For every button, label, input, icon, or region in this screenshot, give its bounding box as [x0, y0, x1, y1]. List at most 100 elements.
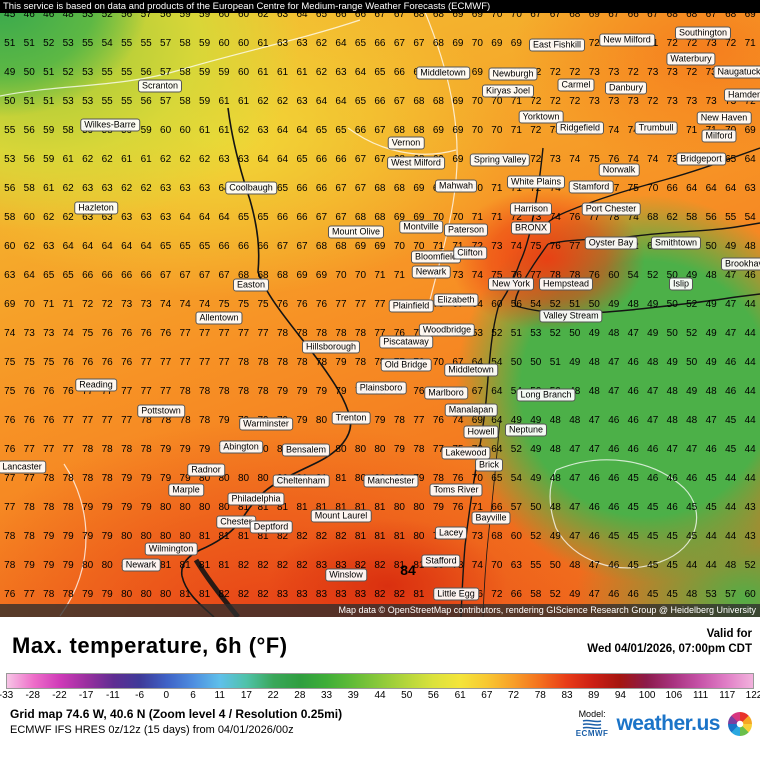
temp-value: 72: [588, 38, 600, 49]
temp-value: 44: [725, 531, 737, 542]
temp-value: 47: [588, 415, 600, 426]
temp-value: 47: [725, 328, 737, 339]
city-label: Carmel: [557, 78, 595, 92]
temp-value: 77: [4, 502, 16, 513]
temp-value: 67: [354, 154, 367, 165]
temp-row: 45 46 46 48 53 52 56 57 56 59 59 60 60 62 63 64 65 66 66 67…: [0, 9, 760, 20]
temp-value: 74: [608, 125, 620, 136]
temp-value: 72: [549, 96, 561, 107]
temp-value: 80: [140, 589, 152, 600]
temp-value: 48: [608, 328, 620, 339]
temp-value: 73: [608, 96, 620, 107]
map[interactable]: 45 46 46 48 53 52 56 57 56 59 59 60 60 62 63 64 65 66 66 67…: [0, 0, 760, 617]
temp-value: 78: [101, 473, 113, 484]
temp-value: 77: [43, 444, 55, 455]
temp-value: 49: [530, 473, 542, 484]
temp-value: 57: [725, 589, 737, 600]
temp-value: 68: [354, 212, 367, 223]
temp-value: 77: [23, 473, 35, 484]
temp-value: 53: [82, 96, 94, 107]
valid-for-label: Valid for: [706, 628, 752, 640]
temp-value: 81: [160, 560, 172, 571]
temp-value: 62: [140, 183, 152, 194]
temp-value: 71: [393, 270, 405, 281]
temp-value: 73: [705, 38, 717, 49]
temp-value: 76: [4, 415, 16, 426]
temp-value: 61: [43, 183, 55, 194]
temp-value: 64: [315, 96, 328, 107]
legend-panel: Max. temperature, 6h (°F) Valid for Wed …: [0, 617, 760, 760]
temp-value: 66: [82, 270, 94, 281]
temp-value: 59: [43, 154, 55, 165]
scale-tick: 0: [163, 690, 170, 701]
temp-value: 69: [452, 38, 464, 49]
temp-value: 57: [510, 502, 522, 513]
scale-tick: 106: [665, 690, 683, 701]
temp-value: 67: [647, 9, 659, 20]
temp-value: 72: [647, 96, 659, 107]
temp-value: 74: [4, 328, 16, 339]
city-label: Port Chester: [581, 202, 641, 216]
temp-value: 49: [530, 415, 542, 426]
temp-value: 77: [82, 386, 94, 397]
city-label: Mount Laurel: [310, 509, 372, 523]
temp-value: 76: [393, 328, 405, 339]
temp-value: 67: [374, 9, 386, 20]
city-label: Wilmington: [144, 542, 198, 556]
scale-tick: 39: [347, 690, 359, 701]
temp-value: 46: [23, 9, 35, 20]
temp-value: 77: [62, 415, 74, 426]
temp-value: 70: [23, 299, 35, 310]
temp-value: 69: [510, 38, 522, 49]
temp-value: 72: [666, 38, 678, 49]
scale-tick: 117: [719, 690, 736, 701]
temp-value: 80: [413, 502, 425, 513]
temp-value: 62: [276, 96, 289, 107]
temp-value: 69: [588, 9, 600, 20]
temp-value: 78: [393, 415, 405, 426]
temp-value: 80: [354, 473, 367, 484]
temp-value: 72: [510, 212, 522, 223]
temp-value: 59: [199, 9, 211, 20]
temp-value: 48: [725, 560, 737, 571]
temp-value: 45: [725, 415, 737, 426]
temp-value: 73: [608, 67, 620, 78]
city-label: Kiryas Joel: [481, 84, 535, 98]
temp-value: 49: [666, 357, 678, 368]
temp-value: 57: [140, 9, 152, 20]
model-block: Model: ECMWF: [576, 709, 609, 738]
city-layer: Scranton Wilkes-Barre Hazleton Middletown Ne…: [0, 26, 760, 601]
temp-value: 62: [43, 212, 55, 223]
temp-value: 70: [471, 96, 483, 107]
city-label: Allentown: [195, 311, 243, 325]
temp-value: 77: [101, 386, 113, 397]
temp-value: 69: [413, 212, 425, 223]
temp-value: 71: [491, 212, 503, 223]
city-label: BRONX: [510, 221, 552, 235]
temp-value: 56: [23, 154, 35, 165]
temp-value: 72: [725, 38, 737, 49]
temp-value: 44: [725, 473, 737, 484]
temp-value: 79: [160, 473, 172, 484]
page-title: Max. temperature, 6h (°F): [12, 633, 288, 658]
temp-value: 47: [569, 444, 581, 455]
temp-value: 47: [608, 357, 620, 368]
temp-value: 69: [744, 9, 756, 20]
temp-value: 62: [23, 241, 35, 252]
temp-value: 51: [510, 328, 522, 339]
city-label: Oyster Bay: [584, 236, 638, 250]
temp-value: 56: [121, 9, 133, 20]
temp-value: 79: [393, 444, 405, 455]
temp-value: 76: [160, 328, 172, 339]
city-label: Scranton: [137, 79, 183, 93]
temp-value: 77: [101, 415, 113, 426]
temp-value: 62: [160, 154, 172, 165]
temp-value: 61: [121, 154, 133, 165]
temp-value: 77: [4, 473, 16, 484]
temp-value: 78: [354, 328, 367, 339]
weatherus-logo[interactable]: weather.us: [616, 711, 720, 735]
temp-value: 57: [160, 96, 172, 107]
temp-value: 82: [374, 560, 386, 571]
temp-value: 72: [686, 67, 698, 78]
